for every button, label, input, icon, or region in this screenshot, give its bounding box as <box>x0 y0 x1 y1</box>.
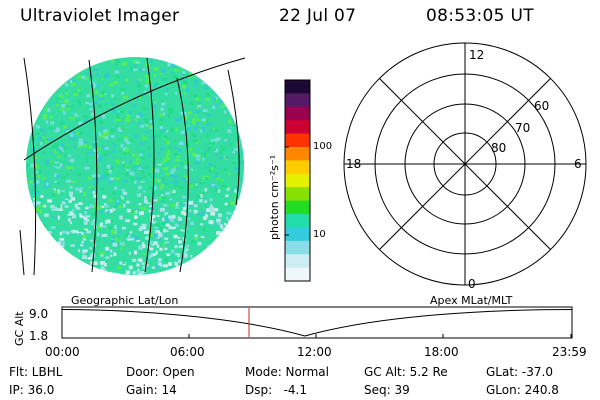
instrument-title: Ultraviolet Imager <box>20 6 180 26</box>
geographic-grid-label: Geographic Lat/Lon <box>71 294 179 307</box>
gc-alt-axis-label: GC Alt <box>13 311 26 346</box>
y-tick-max: 9.0 <box>29 307 48 321</box>
apex-grid-label: Apex MLat/MLT <box>430 294 513 307</box>
uv-image-panel <box>19 57 246 276</box>
observation-date: 22 Jul 07 <box>279 6 357 26</box>
polar-mlat-mlt-plot: 12 18 6 0 60 70 80 <box>343 42 587 291</box>
colorbar-unit-label: photon cm⁻²s⁻¹ <box>268 155 281 240</box>
colorbar-segment <box>285 133 310 148</box>
gc-alt-value: GC Alt: 5.2 Re <box>364 365 448 379</box>
geographic-grid <box>19 57 246 276</box>
colorbar-segment <box>285 173 310 188</box>
glon-value: GLon: 240.8 <box>486 383 559 397</box>
mlat-60-label: 60 <box>534 99 549 113</box>
colorbar-segment <box>285 147 310 161</box>
time-tick-2359: 23:59 <box>552 345 587 359</box>
seq-value: Seq: 39 <box>364 383 410 397</box>
colorbar-segment <box>285 227 310 242</box>
colorbar-segment <box>285 214 310 228</box>
door-status: Door: Open <box>126 365 195 379</box>
colorbar-segment <box>285 160 310 175</box>
observation-time: 08:53:05 UT <box>426 6 534 26</box>
mlt-12-label: 12 <box>469 48 484 62</box>
mlat-70-label: 70 <box>515 121 530 135</box>
colorbar-segment <box>285 120 310 135</box>
time-tick-1800: 18:00 <box>424 345 459 359</box>
time-tick-1200: 12:00 <box>297 345 332 359</box>
colorbar-segment <box>285 267 310 282</box>
mlat-80-label: 80 <box>491 141 506 155</box>
glat-value: GLat: -37.0 <box>486 365 553 379</box>
colorbar-segment <box>285 106 310 121</box>
orbit-altitude-timeline: GC Alt 9.0 1.8 <box>13 306 573 346</box>
colorbar-segment <box>285 93 310 108</box>
intensity-colorbar: photon cm⁻²s⁻¹ <box>268 79 311 282</box>
y-tick-min: 1.8 <box>29 329 48 343</box>
filter-value: Flt: LBHL <box>9 365 63 379</box>
mlt-0-label: 0 <box>468 277 476 291</box>
mlt-6-label: 6 <box>574 157 582 171</box>
gain-value: Gain: 14 <box>126 383 177 397</box>
colorbar-tick-100: 100 <box>313 141 333 152</box>
mlt-18-label: 18 <box>346 157 361 171</box>
mode-value: Mode: Normal <box>245 365 329 379</box>
colorbar-tick-10: 10 <box>313 229 326 240</box>
colorbar-segment <box>285 80 310 94</box>
time-tick-0000: 00:00 <box>45 345 80 359</box>
time-tick-0600: 06:00 <box>170 345 205 359</box>
altitude-trace <box>61 309 573 337</box>
ip-value: IP: 36.0 <box>9 383 55 397</box>
colorbar-segment <box>285 254 310 269</box>
dsp-value: Dsp: -4.1 <box>245 383 308 397</box>
colorbar-segment <box>285 240 310 255</box>
colorbar-segment <box>285 200 310 215</box>
colorbar-segment <box>285 187 310 202</box>
